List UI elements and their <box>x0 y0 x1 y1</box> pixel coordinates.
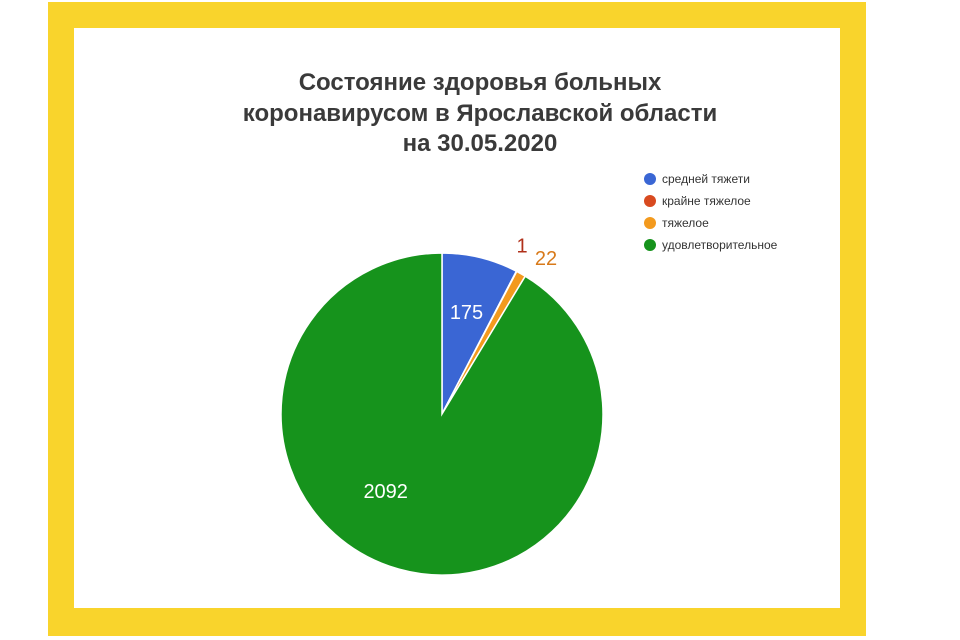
legend: средней тяжети крайне тяжелое тяжелое уд… <box>644 168 777 256</box>
legend-label: средней тяжети <box>662 172 750 186</box>
slice-value-label: 1 <box>516 235 527 257</box>
legend-dot-icon <box>644 195 656 207</box>
legend-item: тяжелое <box>644 212 777 234</box>
legend-label: крайне тяжелое <box>662 194 751 208</box>
chart-title: Состояние здоровья больных коронавирусом… <box>0 68 960 160</box>
legend-item: удовлетворительное <box>644 234 777 256</box>
legend-dot-icon <box>644 173 656 185</box>
slice-value-label: 175 <box>450 302 483 324</box>
legend-item: средней тяжети <box>644 168 777 190</box>
pie-slice <box>280 252 604 576</box>
legend-dot-icon <box>644 239 656 251</box>
title-line-2: коронавирусом в Ярославской области <box>242 99 718 127</box>
title-line-1: Состояние здоровья больных <box>298 69 662 96</box>
title-line-3: на 30.05.2020 <box>402 130 558 158</box>
legend-label: тяжелое <box>662 216 709 230</box>
legend-item: крайне тяжелое <box>644 190 777 212</box>
legend-dot-icon <box>644 217 656 229</box>
legend-label: удовлетворительное <box>662 238 778 252</box>
slice-value-label: 2092 <box>363 481 408 503</box>
slice-value-label: 22 <box>535 248 557 270</box>
